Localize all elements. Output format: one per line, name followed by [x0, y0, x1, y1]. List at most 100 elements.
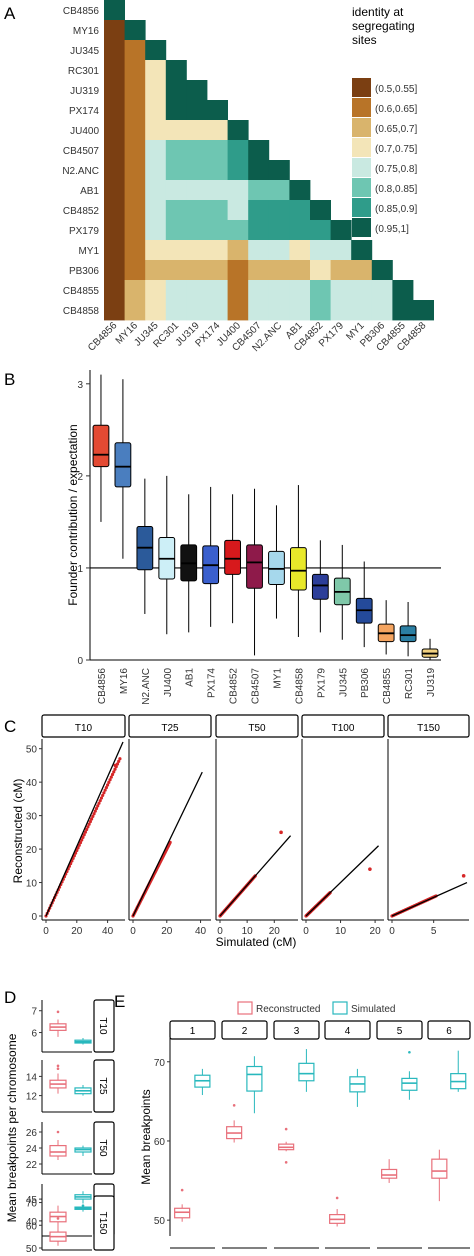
y-tick-label: 3	[77, 380, 83, 391]
data-point	[96, 804, 100, 808]
facet-strip-1	[169, 1020, 216, 1040]
panel-d-boxplot: T1067T251214T50222426T1004045T150506070M…	[5, 999, 115, 1255]
identity-line	[305, 845, 379, 917]
heatmap-cell	[268, 160, 290, 181]
data-point	[102, 791, 106, 795]
heatmap-row-label-RC301: RC301	[68, 66, 100, 77]
y-tick-label: 30	[26, 812, 38, 823]
heatmap-cell	[145, 220, 167, 241]
heatmap-cell	[124, 80, 146, 101]
data-point	[87, 822, 91, 826]
heatmap-cell	[186, 140, 208, 161]
heatmap-cell	[186, 120, 208, 141]
y-tick-label: 0	[31, 912, 37, 923]
heatmap-cell	[248, 200, 270, 221]
heatmap-row-label-PX174: PX174	[69, 106, 99, 117]
box-PX179	[311, 573, 329, 600]
facet-label-T100: T100	[332, 723, 355, 734]
y-tick-label: 45	[26, 1195, 38, 1206]
heatmap-cell	[186, 160, 208, 181]
data-point	[80, 838, 84, 842]
y-axis-title: Mean breakpoints	[139, 1089, 153, 1184]
x-tick-label-PX174: PX174	[207, 668, 218, 698]
facet-label-3: 3	[294, 1026, 300, 1037]
x-tick-label: 0	[130, 926, 136, 937]
heatmap-cell	[165, 260, 187, 281]
heatmap-cell	[124, 160, 146, 181]
data-point	[117, 759, 121, 763]
data-point	[108, 778, 112, 782]
heatmap-cell	[186, 80, 208, 101]
data-point-outlier	[461, 874, 466, 878]
outlier-point	[56, 1010, 60, 1014]
box-CB4856	[92, 424, 110, 468]
heatmap-cell	[227, 260, 249, 281]
box-reconstructed	[431, 1158, 448, 1179]
heatmap-row-label-AB1: AB1	[80, 186, 99, 197]
box-simulated	[246, 1065, 263, 1092]
x-tick-label: 10	[242, 926, 254, 937]
facet-strip-6	[427, 1020, 471, 1040]
heatmap-cell	[248, 220, 270, 241]
panel-label-d: D	[4, 988, 16, 1007]
facet-strip-T100	[301, 714, 385, 738]
facet-label-T150: T150	[97, 1212, 108, 1235]
data-point	[88, 820, 92, 824]
y-tick-label: 60	[154, 1137, 166, 1148]
y-tick-label: 26	[26, 1128, 38, 1139]
heatmap-cell	[268, 200, 290, 221]
legend-swatch	[352, 118, 371, 137]
heatmap-cell	[165, 140, 187, 161]
heatmap-cell	[268, 280, 290, 301]
y-axis-title: Founder contribution / expectation	[66, 424, 80, 605]
x-tick-label-CB4856: CB4856	[97, 668, 108, 705]
outlier-point	[284, 1127, 288, 1131]
x-tick-label-CB4507: CB4507	[251, 668, 262, 705]
box-simulated	[298, 1062, 315, 1082]
heatmap-row-label-JU345: JU345	[70, 46, 99, 57]
data-point	[109, 775, 113, 779]
heatmap-cell	[124, 40, 146, 61]
heatmap-cell	[248, 280, 270, 301]
heatmap-cell	[165, 200, 187, 221]
heatmap-row-label-PX179: PX179	[69, 226, 99, 237]
x-tick-label: 10	[335, 926, 347, 937]
heatmap-cell	[289, 180, 311, 201]
facet-strip-4	[324, 1020, 371, 1040]
panel-label-b: B	[4, 370, 15, 389]
x-tick-label: 5	[431, 926, 437, 937]
x-tick-label-MY1: MY1	[272, 668, 283, 689]
facet-label-T25: T25	[97, 1077, 108, 1095]
heatmap-cell	[104, 120, 125, 141]
heatmap-cell	[248, 160, 270, 181]
facet-label-T10: T10	[97, 1017, 108, 1035]
legend-label-reconstructed: Reconstructed	[256, 1004, 320, 1015]
x-tick-label-RC301: RC301	[404, 668, 415, 700]
facet-strip-T10	[93, 999, 115, 1053]
data-point-outlier	[113, 763, 118, 768]
heatmap-cell	[289, 240, 311, 261]
legend-swatch-simulated	[332, 1001, 348, 1015]
heatmap-row-label-MY16: MY16	[73, 26, 100, 37]
y-tick-label: 0	[77, 656, 83, 667]
facet-strip-T10	[41, 714, 126, 738]
facet-label-T50: T50	[97, 1139, 108, 1157]
legend-swatch	[352, 78, 371, 97]
heatmap-cell	[104, 280, 125, 301]
x-tick-label-PB306: PB306	[360, 668, 371, 698]
heatmap-legend-title: sites	[352, 33, 377, 47]
box-RC301	[399, 625, 417, 643]
data-point	[94, 806, 99, 811]
identity-line	[391, 881, 468, 917]
data-point	[81, 835, 85, 839]
heatmap-cell	[145, 260, 167, 281]
outlier-point	[56, 1064, 60, 1068]
heatmap-cell	[165, 60, 187, 81]
heatmap-cell	[310, 220, 331, 241]
heatmap-cell	[289, 220, 311, 241]
outlier-point	[56, 1130, 60, 1134]
heatmap-cell	[165, 180, 187, 201]
panel-label-c: C	[4, 717, 16, 736]
heatmap-cell	[227, 300, 249, 321]
heatmap-cell	[310, 240, 331, 261]
